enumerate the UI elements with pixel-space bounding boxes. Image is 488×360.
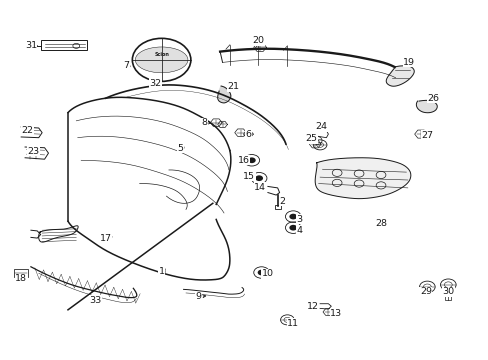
Bar [41,40,87,50]
Text: 25: 25 [305,134,317,143]
Bar [14,269,28,277]
Text: 14: 14 [254,183,265,192]
Polygon shape [417,100,436,113]
Circle shape [289,214,297,220]
Text: 27: 27 [421,131,432,140]
Polygon shape [217,86,230,103]
Text: 32: 32 [149,79,162,88]
Text: 11: 11 [286,319,299,328]
Text: 33: 33 [89,296,102,305]
Text: 5: 5 [177,144,183,153]
Text: 23: 23 [28,147,40,156]
Text: 24: 24 [315,122,327,131]
Text: 16: 16 [237,156,249,165]
Text: 20: 20 [252,36,264,45]
Text: 29: 29 [419,287,431,296]
Text: 13: 13 [329,309,342,318]
Circle shape [289,225,297,230]
Circle shape [255,175,263,181]
Text: 31: 31 [25,41,37,50]
Text: 2: 2 [279,197,285,206]
Text: 10: 10 [262,269,273,278]
Bar [274,205,280,209]
Text: 15: 15 [243,172,255,181]
Text: 1: 1 [158,267,164,276]
Circle shape [257,270,265,275]
Text: 17: 17 [100,234,111,243]
Text: 7: 7 [123,61,129,70]
Text: 21: 21 [227,82,239,91]
Text: Scion: Scion [154,52,169,57]
Text: 12: 12 [306,302,318,311]
Text: 28: 28 [374,219,386,228]
Text: 18: 18 [15,274,27,283]
Polygon shape [386,66,413,86]
Ellipse shape [135,47,187,73]
Polygon shape [315,158,409,199]
Text: 30: 30 [441,287,453,296]
Text: 19: 19 [403,58,414,67]
Text: 9: 9 [195,292,201,301]
Text: 6: 6 [245,130,251,139]
Circle shape [247,157,255,163]
Bar [445,296,450,300]
Text: 8: 8 [201,118,207,127]
Text: 4: 4 [296,226,302,235]
Text: 26: 26 [427,94,439,103]
Text: 3: 3 [295,215,302,224]
Text: 22: 22 [21,126,34,135]
